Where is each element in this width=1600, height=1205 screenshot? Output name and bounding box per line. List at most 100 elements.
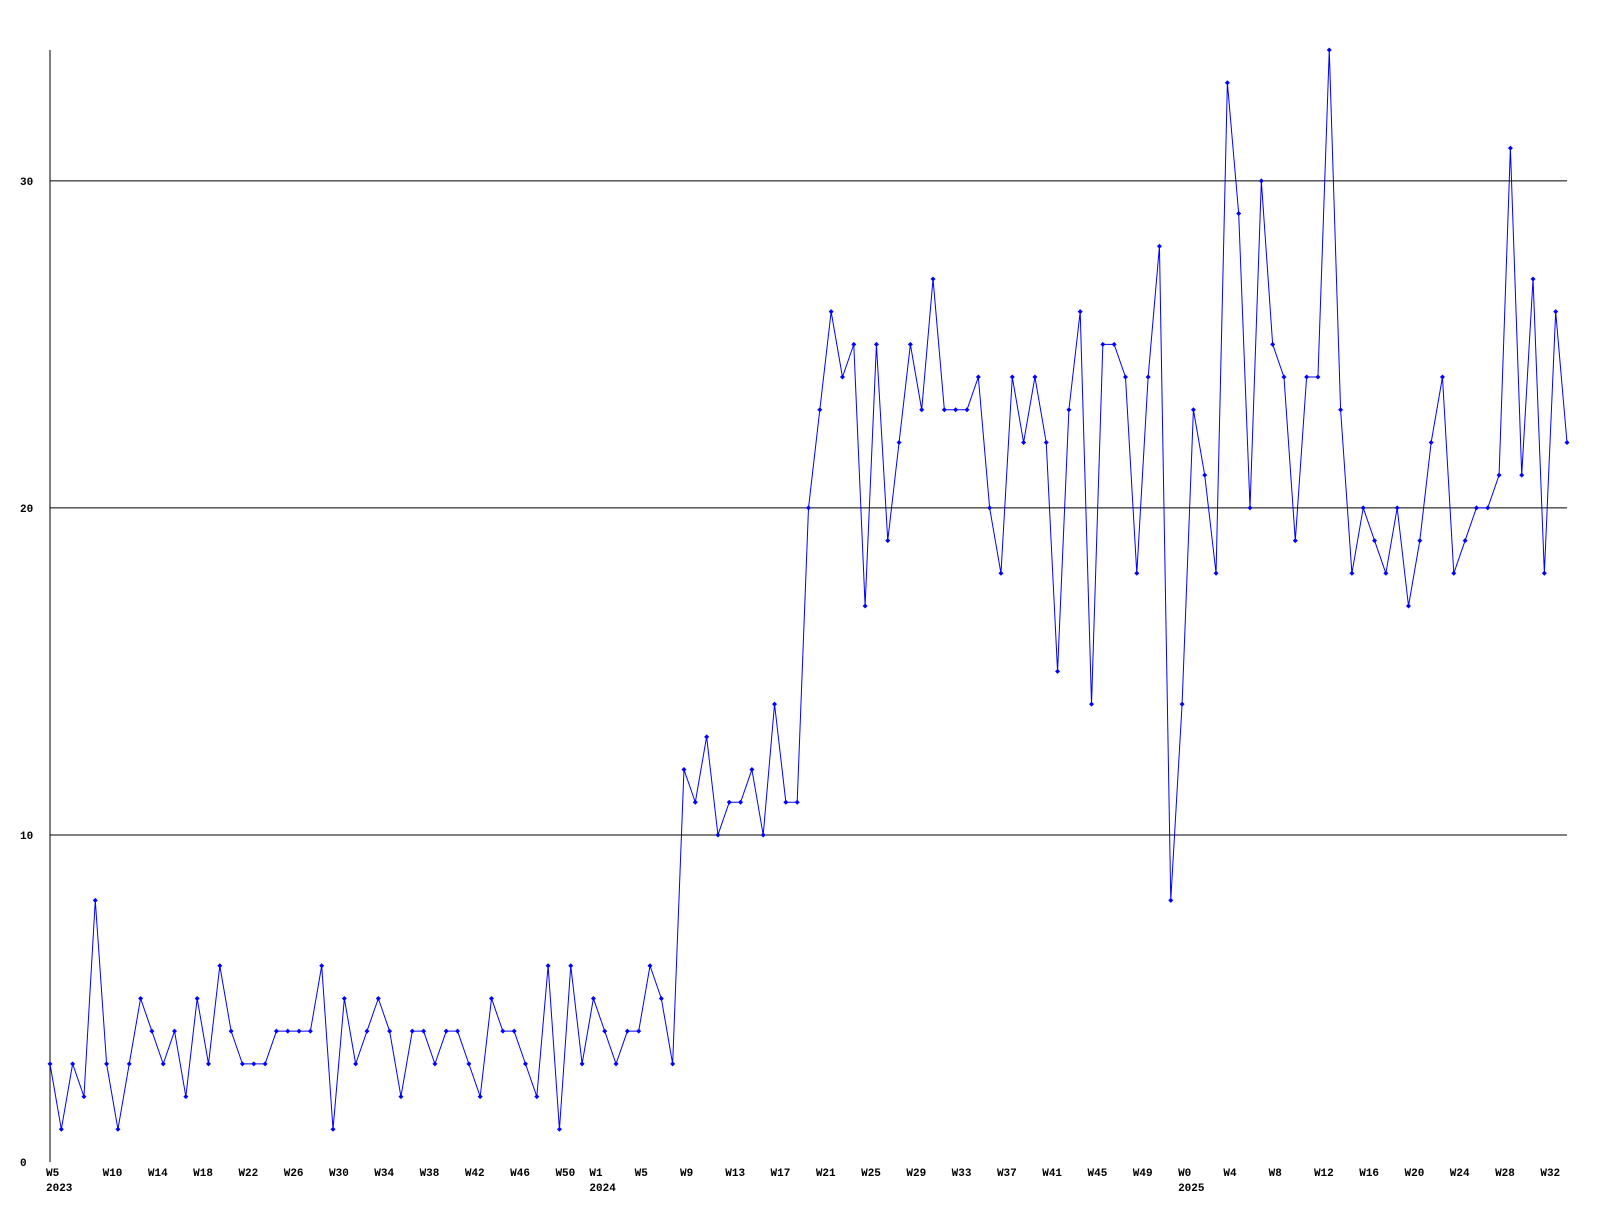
x-tick-label: W33 xyxy=(952,1168,972,1180)
data-point xyxy=(58,1126,64,1132)
data-point xyxy=(1100,341,1106,347)
data-point xyxy=(285,1028,291,1034)
data-point xyxy=(953,407,959,413)
data-point xyxy=(455,1028,461,1034)
data-line xyxy=(49,49,1568,1130)
data-point xyxy=(262,1061,268,1067)
data-point xyxy=(806,505,811,511)
data-point xyxy=(1009,374,1015,380)
data-point xyxy=(1439,374,1445,380)
data-point xyxy=(1485,505,1491,511)
x-tick-label: W14 xyxy=(148,1168,168,1180)
x-tick-label: W5 xyxy=(635,1168,649,1180)
data-point xyxy=(273,1028,279,1034)
data-point xyxy=(138,995,144,1001)
data-point xyxy=(239,1061,245,1067)
data-point xyxy=(534,1094,540,1100)
data-point xyxy=(1168,897,1174,903)
data-point xyxy=(873,341,879,347)
data-point xyxy=(70,1061,76,1067)
data-point xyxy=(194,995,200,1001)
data-point xyxy=(1462,538,1468,544)
data-point xyxy=(1111,341,1117,347)
x-tick-label: W13 xyxy=(725,1168,745,1180)
data-point xyxy=(1213,570,1219,576)
x-tick-label: W20 xyxy=(1405,1168,1425,1180)
data-point xyxy=(477,1094,483,1100)
x-tick-label: W50 xyxy=(555,1168,575,1180)
data-point xyxy=(556,1126,562,1132)
x-tick-label: W0 xyxy=(1178,1168,1191,1180)
x-tick-label: W37 xyxy=(997,1168,1017,1180)
data-point xyxy=(421,1028,427,1034)
data-point xyxy=(1304,374,1310,380)
x-tick-label: W42 xyxy=(465,1168,485,1180)
data-point xyxy=(772,701,778,707)
data-point xyxy=(319,963,325,969)
data-point xyxy=(896,439,902,445)
x-tick-label: W29 xyxy=(906,1168,926,1180)
data-point xyxy=(1496,472,1502,478)
x-tick-label: W8 xyxy=(1269,1168,1283,1180)
data-point xyxy=(375,995,381,1001)
x-tick-label: W45 xyxy=(1088,1168,1108,1180)
data-point xyxy=(783,799,789,805)
data-point xyxy=(1406,603,1412,609)
data-point xyxy=(964,407,970,413)
data-point xyxy=(1190,407,1196,413)
data-point xyxy=(636,1028,642,1034)
x-tick-label: W24 xyxy=(1450,1168,1470,1180)
data-point xyxy=(941,407,947,413)
data-point xyxy=(522,1061,528,1067)
x-tick-label: W21 xyxy=(816,1168,836,1180)
data-point xyxy=(1315,374,1321,380)
data-point xyxy=(364,1028,370,1034)
x-tick-label: W4 xyxy=(1223,1168,1237,1180)
data-point xyxy=(443,1028,449,1034)
data-point xyxy=(987,505,993,511)
x-tick-label: W30 xyxy=(329,1168,349,1180)
year-label: 2023 xyxy=(46,1183,73,1195)
data-point xyxy=(217,963,223,969)
y-tick-label: 0 xyxy=(20,1158,27,1170)
data-point xyxy=(228,1028,234,1034)
y-tick-label: 10 xyxy=(20,831,33,843)
data-point xyxy=(885,538,891,544)
x-tick-label: W17 xyxy=(771,1168,791,1180)
data-point xyxy=(692,799,698,805)
data-point xyxy=(1519,472,1525,478)
data-point xyxy=(794,799,800,805)
data-point xyxy=(115,1126,121,1132)
data-point xyxy=(500,1028,506,1034)
data-point xyxy=(307,1028,313,1034)
data-point xyxy=(1349,570,1355,576)
data-point xyxy=(839,374,845,380)
data-point xyxy=(296,1028,302,1034)
data-point xyxy=(817,407,823,413)
data-point xyxy=(81,1094,87,1100)
data-point xyxy=(726,799,732,805)
year-label: 2025 xyxy=(1178,1183,1205,1195)
data-point xyxy=(1055,668,1061,674)
data-point xyxy=(387,1028,393,1034)
data-point xyxy=(1394,505,1400,511)
data-point xyxy=(251,1061,257,1067)
data-point xyxy=(602,1028,608,1034)
data-point xyxy=(907,341,913,347)
x-tick-label: W12 xyxy=(1314,1168,1334,1180)
data-point xyxy=(1292,538,1298,544)
x-tick-label: W38 xyxy=(420,1168,440,1180)
data-point xyxy=(398,1094,404,1100)
data-point xyxy=(1089,701,1095,707)
data-point xyxy=(919,407,925,413)
data-point xyxy=(1541,570,1547,576)
x-tick-label: W49 xyxy=(1133,1168,1153,1180)
data-point xyxy=(1021,439,1027,445)
data-point xyxy=(1338,407,1344,413)
data-point xyxy=(1417,538,1423,544)
data-point xyxy=(47,1061,53,1067)
data-point xyxy=(998,570,1004,576)
data-point xyxy=(1564,439,1570,445)
data-point xyxy=(658,995,664,1001)
